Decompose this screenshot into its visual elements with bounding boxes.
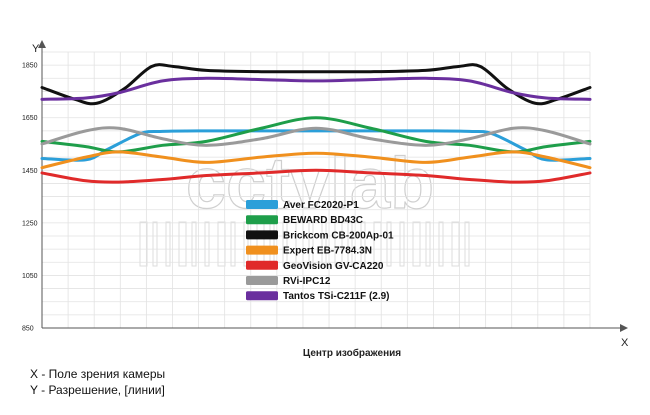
- watermark-bar: [360, 221, 366, 267]
- watermark-bar: [399, 221, 405, 267]
- watermark-bar: [412, 221, 421, 267]
- legend-label: BEWARD BD43C: [283, 215, 363, 226]
- legend-swatch: [246, 215, 278, 225]
- watermark-bar: [139, 221, 148, 267]
- legend-label: GeoVision GV-CA220: [283, 261, 384, 272]
- y-axis-arrow: [38, 40, 46, 48]
- chart-axes: Y X Центр изображения: [32, 40, 629, 359]
- watermark-bar: [165, 221, 171, 267]
- watermark-bar: [256, 221, 265, 267]
- watermark-bar: [295, 221, 304, 267]
- series-line-0: [40, 129, 592, 162]
- legend: Aver FC2020-P1 BEWARD BD43C Brickcom CB-20…: [246, 200, 394, 302]
- x-center-label: Центр изображения: [303, 347, 401, 359]
- legend-swatch: [246, 200, 278, 209]
- x-axis-arrow: [620, 324, 628, 332]
- series-line-4: [40, 168, 592, 184]
- watermark-bar: [191, 221, 197, 267]
- y-note: Y - Разрешение, [линии]: [30, 383, 165, 397]
- y-tick-label: 1050: [22, 273, 38, 280]
- watermark-bar: [451, 221, 460, 267]
- series-lines: [40, 63, 592, 184]
- legend-swatch: [246, 245, 278, 255]
- watermark-bar: [308, 221, 314, 267]
- y-tick-labels: 1850 1650 1450 1250 1050 850: [22, 63, 38, 333]
- series-line-2: [40, 63, 592, 106]
- watermark-bar: [373, 221, 382, 267]
- legend-label: Brickcom CB-200Ap-01: [283, 230, 394, 241]
- y-tick-label: 1250: [22, 220, 38, 227]
- watermark-bar: [269, 221, 275, 267]
- series-line-3: [40, 150, 592, 170]
- watermark-bar: [386, 221, 392, 267]
- watermark-bar: [178, 221, 187, 267]
- watermark-bar: [152, 221, 158, 267]
- legend-swatch: [246, 291, 278, 301]
- y-tick-label: 1850: [22, 63, 38, 70]
- x-axis-label: X: [621, 337, 629, 349]
- legend-label: RVi-IPC12: [283, 276, 331, 287]
- watermark-bar: [334, 221, 343, 267]
- watermark-bar: [321, 221, 327, 267]
- watermark-bar: [243, 221, 249, 267]
- legend-swatch: [246, 260, 278, 270]
- watermark-bar: [347, 221, 353, 267]
- y-tick-label: 1450: [22, 168, 38, 175]
- x-note: X - Поле зрения камеры: [30, 367, 166, 381]
- series-line-6: [40, 76, 592, 101]
- watermark-bar: [282, 221, 288, 267]
- watermark-bar: [230, 221, 236, 267]
- legend-label: Tantos TSi-C211F (2.9): [283, 291, 390, 302]
- y-tick-label: 850: [22, 326, 34, 333]
- watermark-bar: [464, 221, 470, 267]
- watermark-bar: [438, 221, 444, 267]
- watermark-bars: [139, 221, 470, 267]
- y-tick-label: 1650: [22, 115, 38, 122]
- legend-label: Expert EB-7784.3N: [283, 246, 372, 257]
- legend-label: Aver FC2020-P1: [283, 200, 359, 211]
- watermark-bar: [425, 221, 431, 267]
- legend-swatch: [246, 230, 278, 240]
- legend-swatch: [246, 276, 278, 285]
- series-line-5: [40, 126, 592, 147]
- watermark-bar: [217, 221, 226, 267]
- watermark-text: cctvlab: [186, 144, 434, 224]
- watermark-bar: [204, 221, 210, 267]
- y-axis-label: Y: [32, 43, 40, 55]
